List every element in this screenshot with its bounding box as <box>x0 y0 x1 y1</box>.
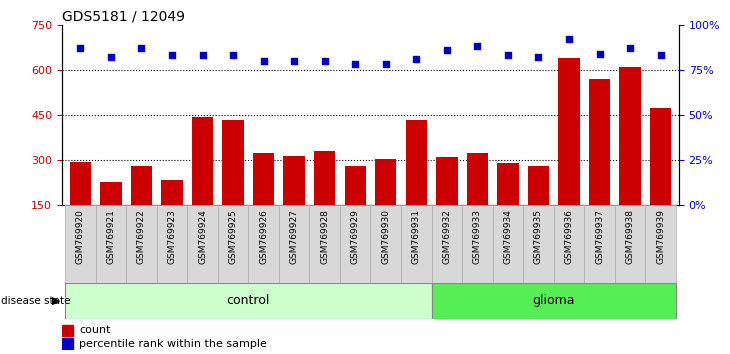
Bar <box>279 205 310 283</box>
Bar <box>131 166 152 205</box>
Bar <box>340 205 370 283</box>
Text: ▶: ▶ <box>52 296 61 306</box>
Text: GSM769938: GSM769938 <box>626 209 634 264</box>
Bar <box>466 153 488 205</box>
Bar <box>497 163 518 205</box>
Bar <box>223 120 244 205</box>
Point <box>533 55 545 60</box>
Text: GSM769932: GSM769932 <box>442 209 451 264</box>
Point <box>563 36 575 42</box>
Point <box>288 58 300 64</box>
Point <box>105 55 117 60</box>
Point <box>410 56 422 62</box>
Text: GSM769928: GSM769928 <box>320 209 329 264</box>
Point <box>258 58 269 64</box>
Text: GSM769920: GSM769920 <box>76 209 85 264</box>
Bar <box>65 205 96 283</box>
Bar <box>62 338 73 349</box>
Bar <box>645 205 676 283</box>
Bar <box>126 205 157 283</box>
Text: GSM769924: GSM769924 <box>198 209 207 264</box>
Bar <box>188 205 218 283</box>
Text: GSM769922: GSM769922 <box>137 209 146 264</box>
Text: GSM769927: GSM769927 <box>290 209 299 264</box>
Point <box>624 45 636 51</box>
Text: GSM769934: GSM769934 <box>504 209 512 264</box>
Bar <box>62 325 73 336</box>
Text: GSM769925: GSM769925 <box>228 209 237 264</box>
Point <box>593 51 605 57</box>
Text: GSM769921: GSM769921 <box>107 209 115 264</box>
Bar <box>650 108 672 205</box>
Point <box>166 53 178 58</box>
Text: GSM769926: GSM769926 <box>259 209 268 264</box>
Point <box>350 62 361 67</box>
Bar <box>523 205 553 283</box>
Text: GSM769929: GSM769929 <box>350 209 360 264</box>
Bar <box>192 116 213 205</box>
Bar <box>65 283 431 319</box>
Text: GSM769931: GSM769931 <box>412 209 420 264</box>
Text: GSM769939: GSM769939 <box>656 209 665 264</box>
Text: GSM769937: GSM769937 <box>595 209 604 264</box>
Bar <box>589 79 610 205</box>
Point <box>502 53 514 58</box>
Text: GSM769933: GSM769933 <box>473 209 482 264</box>
Bar <box>375 159 396 205</box>
Bar <box>619 67 641 205</box>
Bar <box>584 205 615 283</box>
Bar <box>553 205 584 283</box>
Bar <box>371 205 401 283</box>
Text: GSM769935: GSM769935 <box>534 209 543 264</box>
Point <box>196 53 208 58</box>
Bar <box>401 205 431 283</box>
Bar <box>462 205 493 283</box>
Bar <box>436 157 458 205</box>
Bar <box>218 205 248 283</box>
Bar <box>157 205 188 283</box>
Text: GSM769923: GSM769923 <box>167 209 177 264</box>
Point <box>227 53 239 58</box>
Bar <box>310 205 340 283</box>
Bar <box>248 205 279 283</box>
Bar <box>96 205 126 283</box>
Bar <box>431 205 462 283</box>
Point <box>472 44 483 49</box>
Bar <box>253 153 274 205</box>
Bar <box>406 120 427 205</box>
Point <box>655 53 666 58</box>
Bar <box>493 205 523 283</box>
Bar <box>558 58 580 205</box>
Bar <box>615 205 645 283</box>
Text: disease state: disease state <box>1 296 70 306</box>
Text: control: control <box>226 295 270 307</box>
Bar <box>283 156 305 205</box>
Text: glioma: glioma <box>532 295 575 307</box>
Bar <box>69 162 91 205</box>
Point <box>136 45 147 51</box>
Bar <box>528 166 549 205</box>
Point <box>441 47 453 53</box>
Point <box>319 58 331 64</box>
Point <box>74 45 86 51</box>
Bar <box>345 166 366 205</box>
Bar <box>314 151 335 205</box>
Text: count: count <box>80 325 111 335</box>
Text: GSM769936: GSM769936 <box>564 209 574 264</box>
Bar <box>161 180 182 205</box>
Bar <box>100 182 122 205</box>
Point <box>380 62 391 67</box>
Text: GDS5181 / 12049: GDS5181 / 12049 <box>62 10 185 24</box>
Text: GSM769930: GSM769930 <box>381 209 391 264</box>
Bar <box>431 283 676 319</box>
Text: percentile rank within the sample: percentile rank within the sample <box>80 339 267 349</box>
